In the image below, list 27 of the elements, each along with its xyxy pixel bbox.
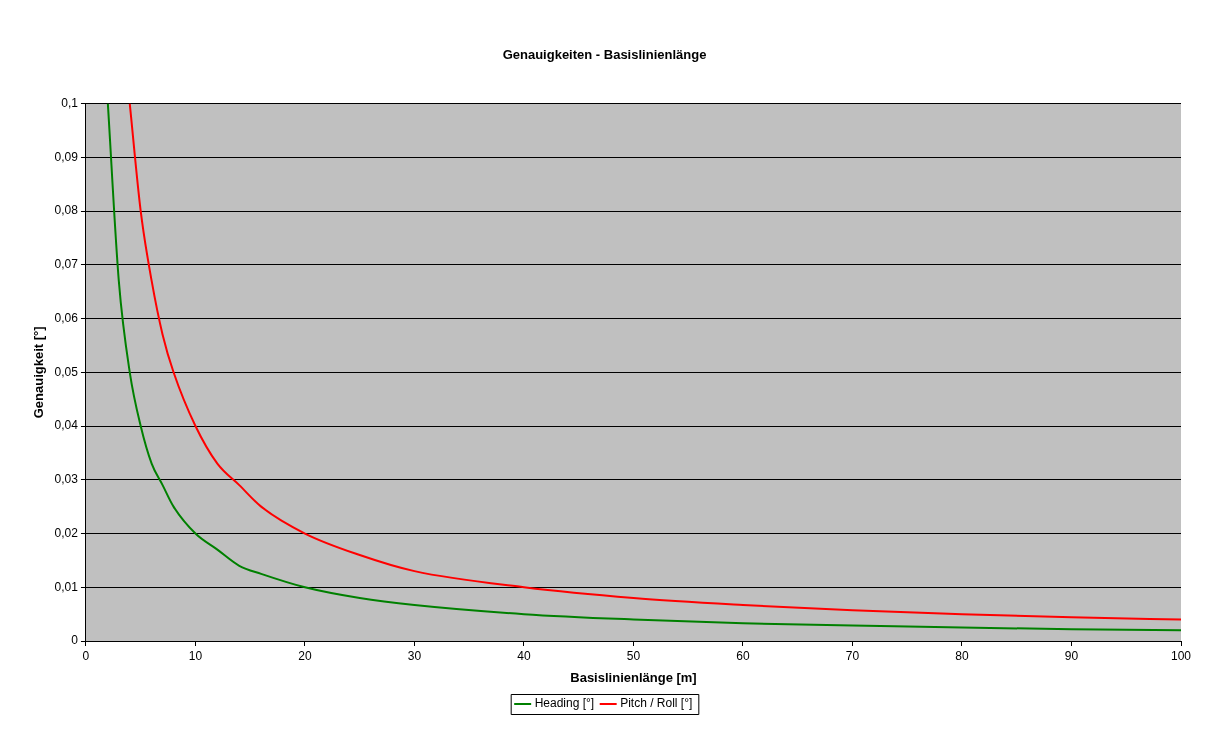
y-tick-label: 0,04 [54, 418, 79, 433]
x-tick-label: 30 [407, 648, 422, 663]
x-tick-label: 100 [1170, 648, 1192, 663]
x-tick-label: 0 [82, 648, 90, 663]
legend-label: Pitch / Roll [°] [620, 696, 693, 711]
y-tick-label: 0,06 [54, 310, 79, 325]
x-tick-label: 60 [736, 648, 750, 663]
x-tick-label: 50 [626, 648, 641, 663]
y-tick-label: 0 [71, 633, 79, 648]
x-tick-label: 70 [845, 648, 860, 663]
x-tick-label: 10 [188, 648, 203, 663]
y-tick-label: 0,07 [54, 257, 79, 272]
x-axis-title: Basislinienlänge [m] [570, 669, 697, 685]
y-axis-title: Genauigkeit [°] [31, 326, 47, 419]
x-tick-label: 80 [955, 648, 969, 663]
y-tick-label: 0,02 [54, 525, 79, 540]
y-tick-label: 0,03 [54, 472, 79, 487]
y-tick-label: 0,08 [54, 203, 79, 218]
chart-title: Genauigkeiten - Basislinienlänge [502, 47, 707, 63]
y-tick-label: 0,09 [54, 149, 79, 164]
x-tick-label: 20 [298, 648, 312, 663]
x-tick-label: 40 [517, 648, 531, 663]
legend-label: Heading [°] [534, 696, 595, 711]
y-tick-label: 0,05 [54, 364, 79, 379]
x-tick-label: 90 [1064, 648, 1079, 663]
y-tick-label: 0,1 [61, 95, 79, 110]
y-tick-label: 0,01 [54, 579, 79, 594]
